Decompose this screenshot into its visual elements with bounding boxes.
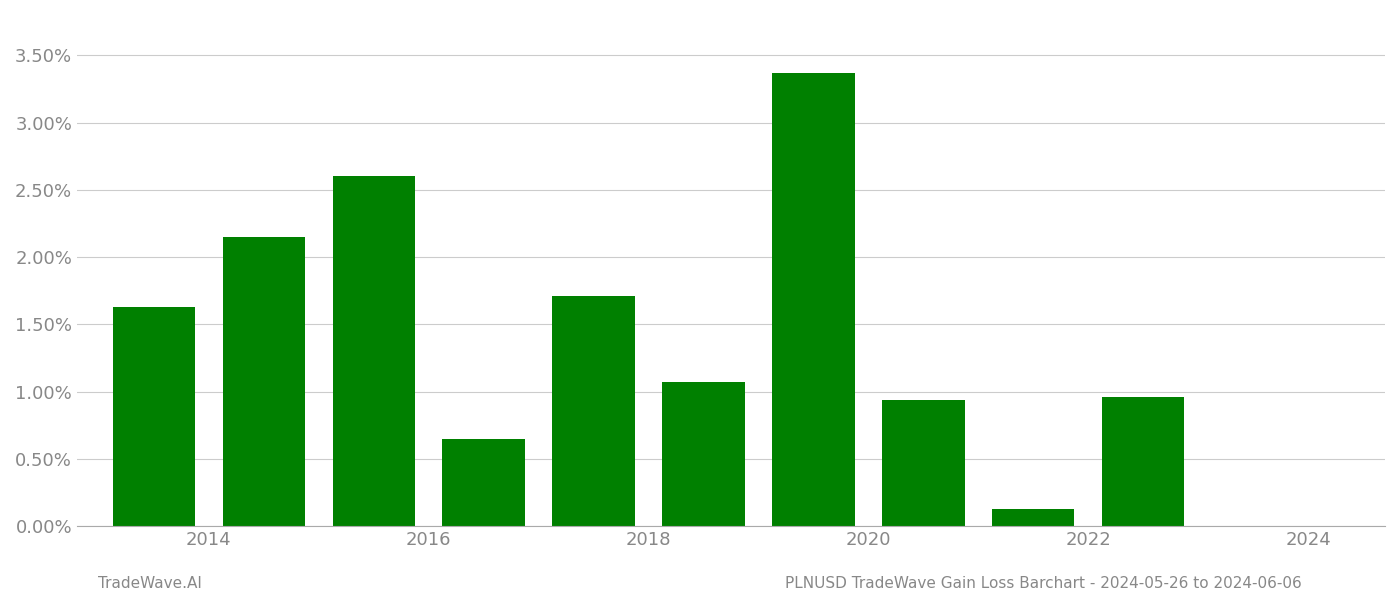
Text: TradeWave.AI: TradeWave.AI: [98, 576, 202, 591]
Bar: [223, 237, 305, 526]
Bar: [553, 296, 634, 526]
Bar: [662, 382, 745, 526]
Bar: [333, 176, 414, 526]
Bar: [1102, 397, 1184, 526]
Text: PLNUSD TradeWave Gain Loss Barchart - 2024-05-26 to 2024-06-06: PLNUSD TradeWave Gain Loss Barchart - 20…: [785, 576, 1302, 591]
Bar: [773, 73, 854, 526]
Bar: [113, 307, 195, 526]
Bar: [993, 509, 1074, 526]
Bar: [442, 439, 525, 526]
Bar: [882, 400, 965, 526]
